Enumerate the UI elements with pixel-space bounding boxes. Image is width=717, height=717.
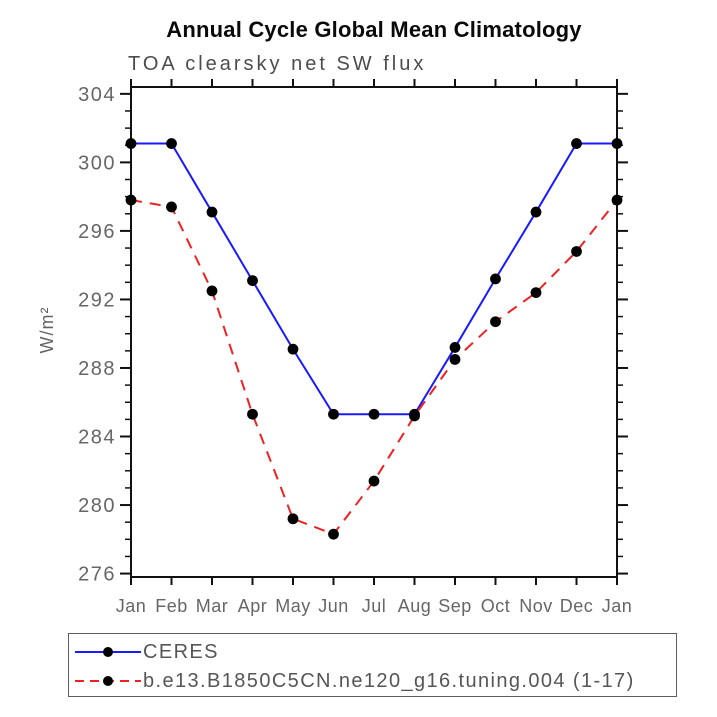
data-point: [287, 343, 299, 355]
x-tick-label: Mar: [196, 596, 229, 616]
chart-title: Annual Cycle Global Mean Climatology: [166, 17, 582, 42]
x-tick-label: Dec: [560, 596, 594, 616]
data-point: [449, 342, 461, 353]
legend-label: CERES: [143, 640, 219, 663]
x-tick-label: Jul: [362, 596, 387, 616]
data-point: [247, 408, 258, 420]
data-point: [571, 246, 582, 257]
chart-subtitle: TOA clearsky net SW flux: [128, 53, 427, 75]
legend-label: b.e13.B1850C5CN.ne120_g16.tuning.004 (1-…: [143, 669, 635, 692]
data-point: [530, 206, 542, 218]
legend-line-sample: [75, 646, 141, 657]
x-tick-label: Aug: [398, 596, 432, 616]
data-point: [368, 475, 380, 487]
data-point: [368, 408, 380, 420]
legend: CERES b.e13.B1850C5CN.ne120_g16.tuning.0…: [68, 633, 677, 697]
data-point: [166, 138, 177, 149]
data-point: [328, 408, 339, 420]
data-point: [530, 287, 542, 298]
data-point: [449, 354, 461, 365]
data-point: [409, 410, 420, 422]
data-point: [611, 138, 623, 149]
data-point: [571, 138, 582, 149]
data-point: [247, 275, 258, 287]
x-tick-label: Jun: [318, 596, 349, 616]
data-point: [287, 513, 299, 525]
data-point: [206, 206, 218, 218]
legend-line-sample: [75, 675, 141, 686]
x-tick-label: Jan: [602, 596, 633, 616]
y-tick-label: 284: [78, 427, 116, 449]
data-point: [166, 201, 177, 213]
x-tick-label: May: [275, 596, 311, 616]
y-tick-label: 280: [78, 495, 116, 517]
x-tick-label: Oct: [481, 596, 511, 616]
y-tick-label: 288: [78, 358, 116, 380]
series-line-ceres: [131, 142, 617, 416]
data-point: [611, 194, 623, 206]
legend-item-model: b.e13.B1850C5CN.ne120_g16.tuning.004 (1-…: [73, 666, 676, 695]
x-tick-label: Apr: [238, 596, 268, 616]
x-tick-label: Feb: [155, 596, 188, 616]
x-tick-label: Jan: [116, 596, 147, 616]
data-point: [490, 316, 501, 328]
data-point: [206, 285, 218, 297]
data-point: [125, 138, 137, 149]
x-tick-label: Sep: [438, 596, 472, 616]
data-point: [490, 273, 501, 285]
y-tick-label: 296: [78, 221, 116, 243]
data-point: [125, 194, 137, 206]
y-tick-label: 276: [78, 564, 116, 586]
data-point: [328, 528, 339, 540]
plot-frame: [130, 86, 618, 578]
y-tick-label: 304: [78, 84, 116, 106]
legend-item-ceres: CERES: [73, 637, 676, 666]
y-tick-label: 292: [78, 289, 116, 311]
x-tick-label: Nov: [519, 596, 553, 616]
y-tick-label: 300: [78, 152, 116, 174]
